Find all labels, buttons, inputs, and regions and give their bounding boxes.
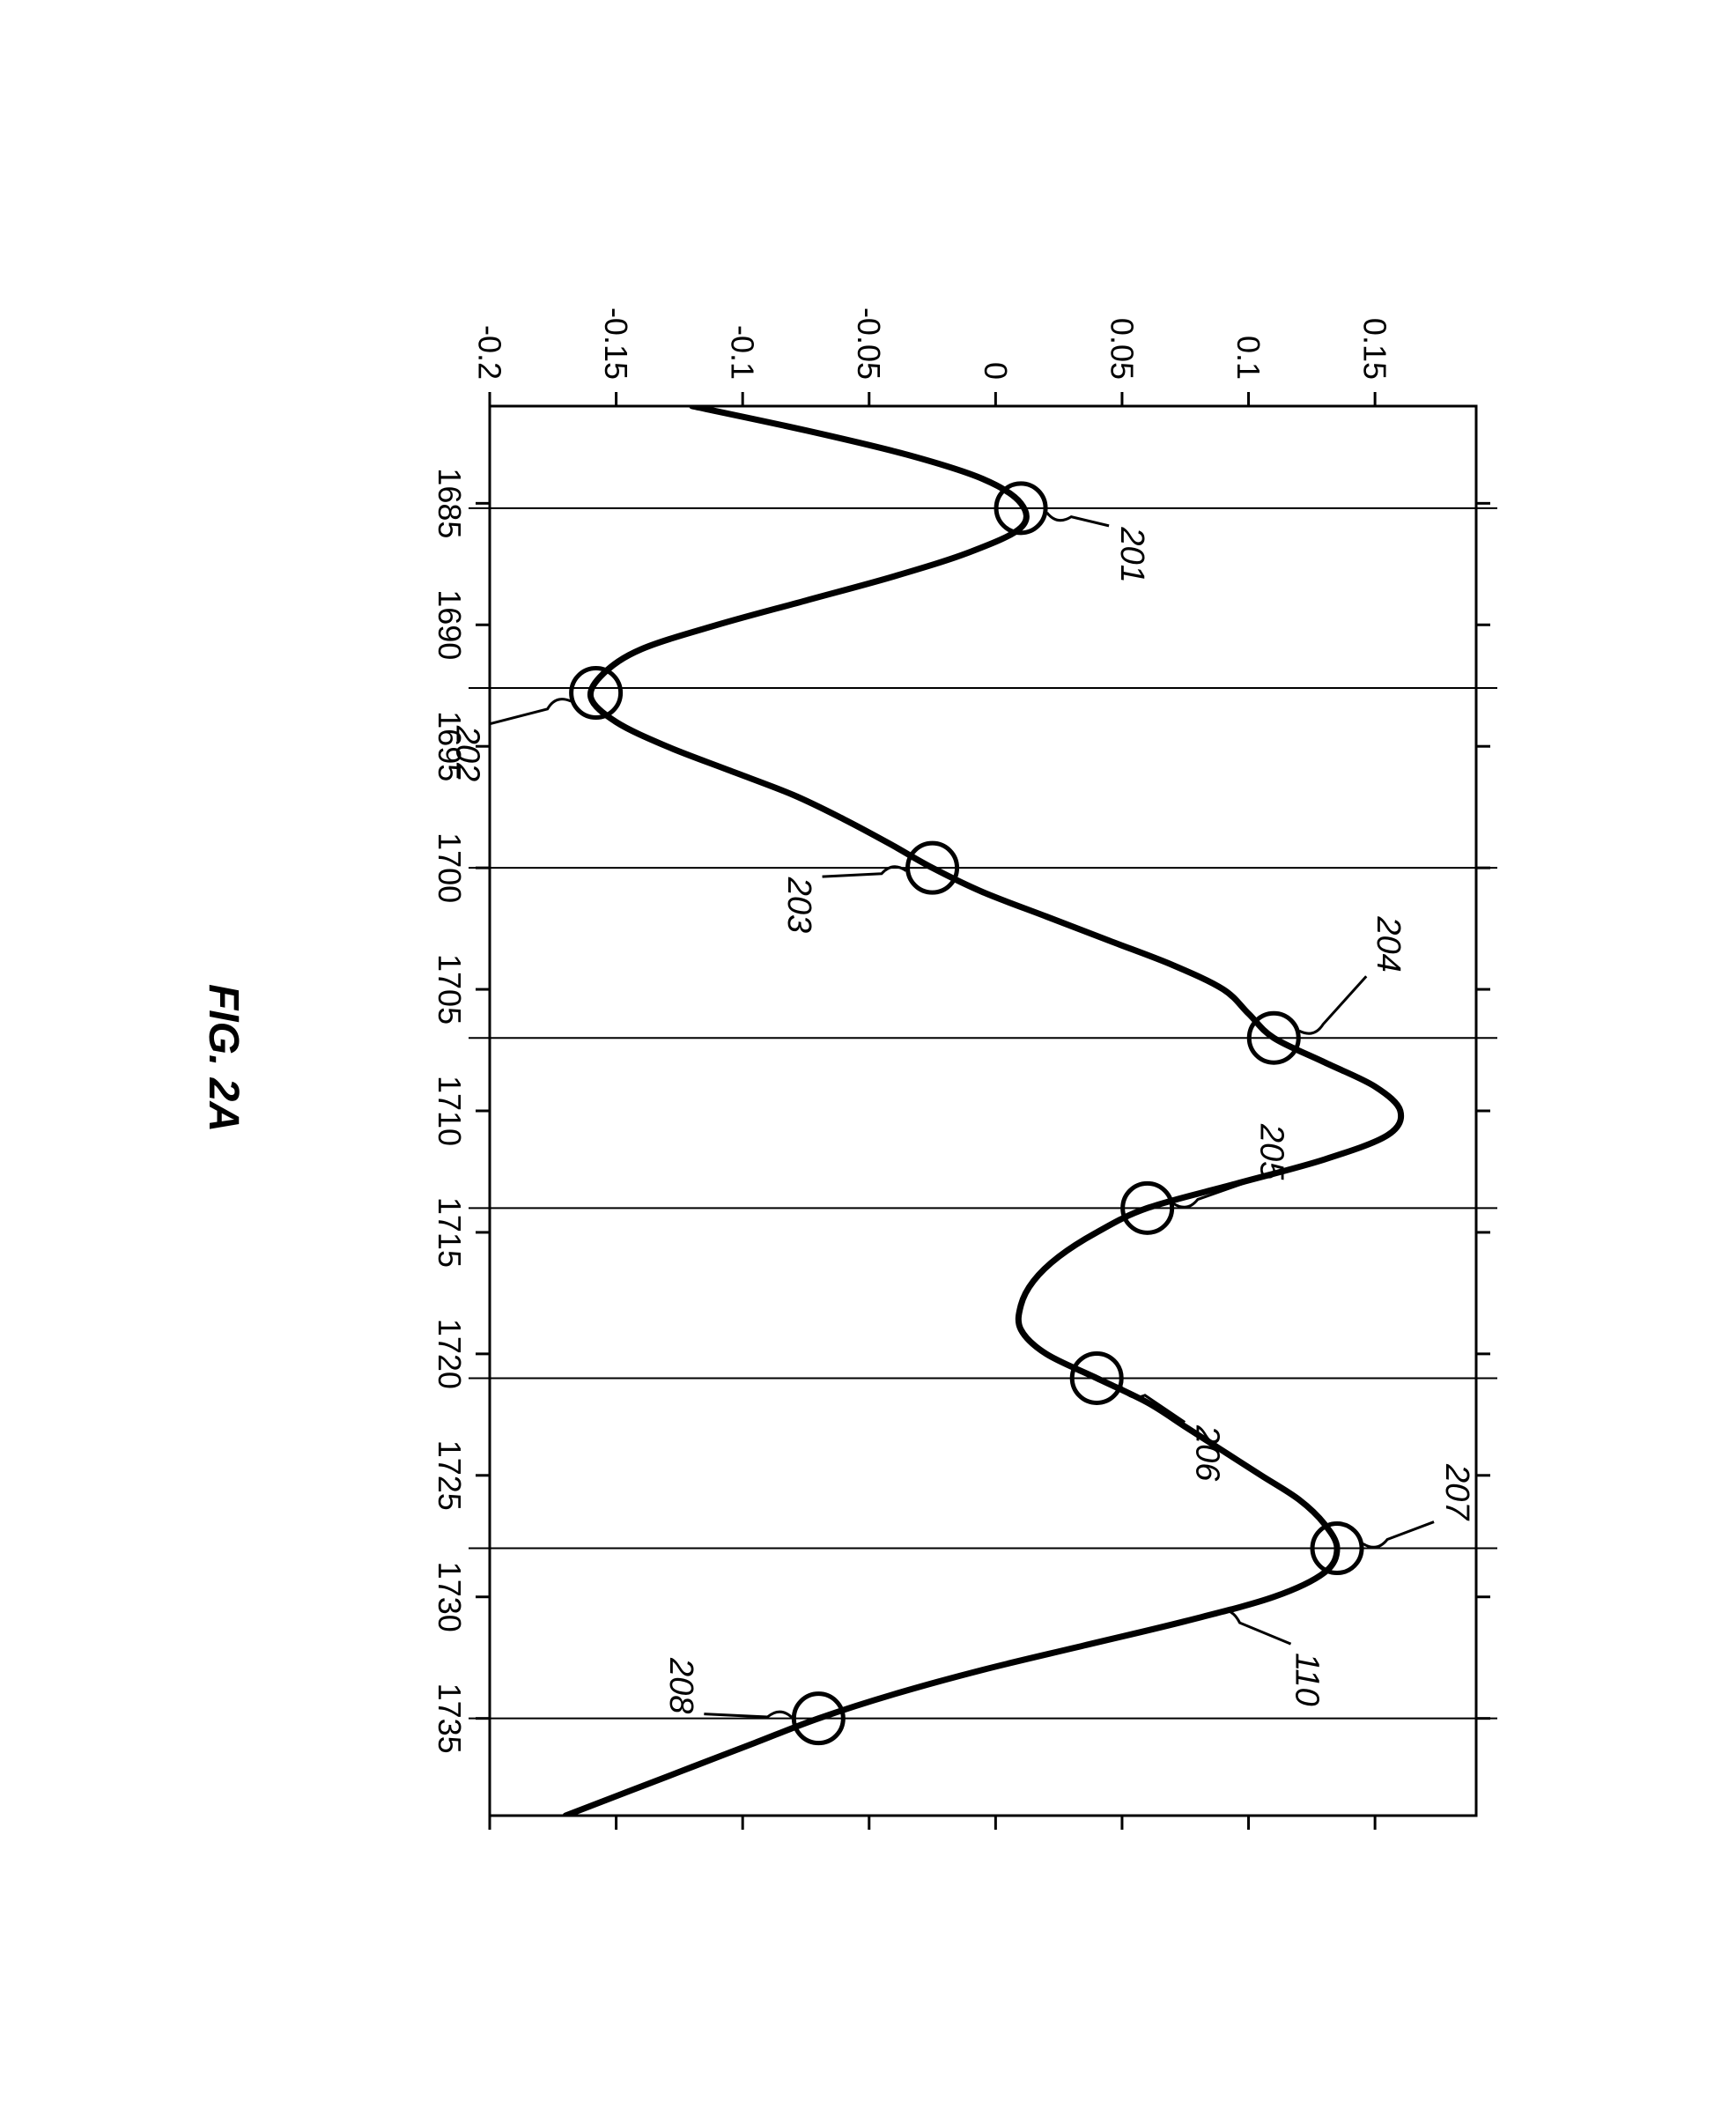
leader-line: [1215, 1611, 1290, 1644]
leader-line: [1299, 976, 1366, 1033]
chart-container: 1685169016951700170517101715172017251730…: [199, 221, 1538, 1895]
plot-border: [490, 406, 1476, 1816]
y-tick-label: 0.1: [1230, 336, 1266, 380]
x-tick-label: 1725: [432, 1440, 468, 1511]
marker-label: 201: [1112, 526, 1149, 582]
y-tick-label: -0.2: [471, 325, 507, 380]
x-tick-label: 1735: [432, 1683, 468, 1754]
x-tick-label: 1720: [432, 1319, 468, 1389]
leader-line: [1046, 513, 1108, 526]
x-tick-label: 1700: [432, 832, 468, 903]
marker-label: 206: [1188, 1424, 1225, 1482]
marker-label: 202: [448, 725, 485, 781]
y-tick-label: 0.05: [1104, 318, 1140, 380]
marker-label: 204: [1369, 915, 1406, 972]
figure-caption: FIG. 2A: [199, 221, 247, 1895]
x-tick-label: 1715: [432, 1197, 468, 1268]
marker-label: 205: [1252, 1123, 1289, 1180]
x-tick-label: 1705: [432, 954, 468, 1025]
y-tick-label: 0.15: [1356, 318, 1392, 380]
y-tick-label: -0.05: [851, 307, 887, 380]
signal-curve: [565, 406, 1401, 1816]
leader-line: [1363, 1522, 1433, 1548]
x-tick-label: 1690: [432, 589, 468, 660]
marker-circle: [571, 669, 620, 718]
marker-label: 207: [1437, 1463, 1474, 1521]
y-tick-label: 0: [977, 362, 1013, 380]
marker-label: 203: [780, 877, 817, 933]
x-tick-label: 1685: [432, 468, 468, 538]
y-tick-label: -0.1: [724, 325, 760, 380]
marker-label: 208: [661, 1657, 698, 1713]
x-tick-label: 1710: [432, 1076, 468, 1146]
leader-line: [490, 699, 571, 724]
line-chart: 1685169016951700170517101715172017251730…: [305, 221, 1538, 1895]
y-tick-label: -0.15: [597, 307, 633, 380]
leader-line: [704, 1712, 792, 1718]
page: 1685169016951700170517101715172017251730…: [0, 0, 1736, 2116]
curve-label: 110: [1288, 1653, 1325, 1706]
x-tick-label: 1730: [432, 1562, 468, 1632]
